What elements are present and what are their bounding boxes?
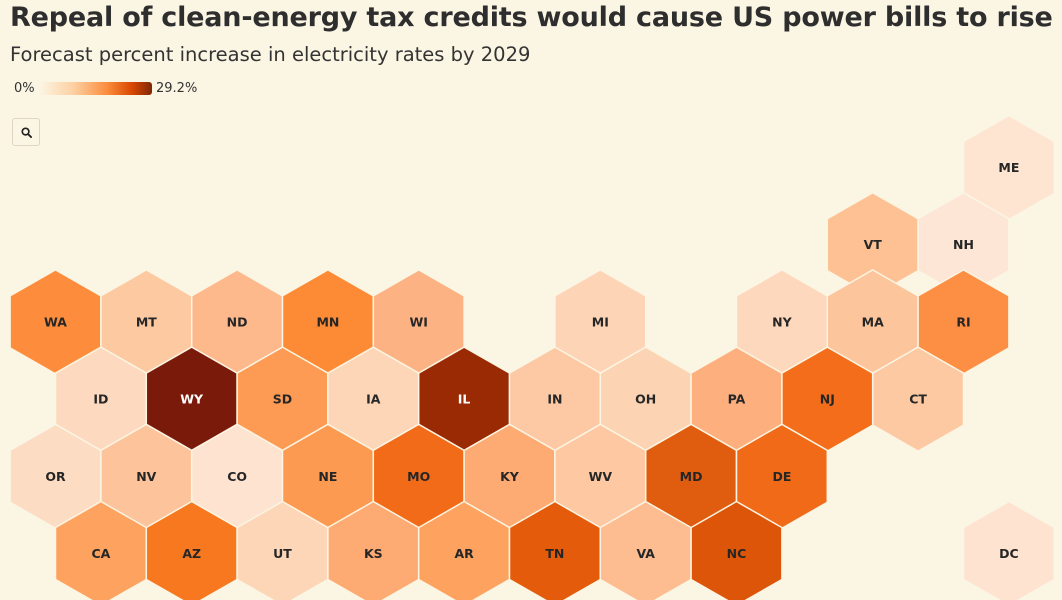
hex-tile[interactable] [962, 500, 1056, 600]
legend-min-label: 0% [14, 81, 35, 96]
hex-state-me[interactable]: ME [962, 114, 1056, 221]
hex-state-label: OR [45, 469, 66, 484]
legend-gradient-bar [40, 82, 152, 95]
hex-state-label: MI [592, 314, 609, 329]
hex-state-dc[interactable]: DC [962, 500, 1056, 600]
hex-state-label: NV [136, 469, 156, 484]
page-title: Repeal of clean-energy tax credits would… [10, 2, 1053, 33]
hex-state-label: DE [772, 469, 791, 484]
hex-state-mt[interactable]: MT [100, 269, 193, 375]
hex-state-label: MA [862, 314, 884, 329]
hex-state-label: MT [136, 314, 157, 329]
hex-state-mi[interactable]: MI [554, 269, 647, 375]
hex-state-label: NJ [820, 392, 835, 407]
hex-state-label: WY [180, 392, 204, 407]
hex-state-label: KS [364, 546, 383, 561]
hex-state-label: MN [316, 314, 339, 329]
hex-state-label: PA [728, 392, 746, 407]
hex-state-label: DC [999, 546, 1019, 561]
hex-state-label: NH [953, 237, 974, 252]
hex-state-label: ME [998, 160, 1019, 175]
hex-state-label: IL [458, 392, 471, 407]
search-icon [20, 126, 32, 138]
hex-state-label: VA [636, 546, 655, 561]
hex-state-label: IA [366, 392, 381, 407]
hex-state-label: RI [956, 314, 970, 329]
hex-state-wv[interactable]: WV [554, 423, 647, 530]
hex-state-nc[interactable]: NC [690, 500, 783, 600]
legend-max-label: 29.2% [156, 81, 198, 96]
hex-state-label: MO [407, 469, 430, 484]
hex-state-label: TN [545, 546, 564, 561]
hex-state-label: KY [500, 469, 520, 484]
hex-state-label: AR [454, 546, 474, 561]
hex-state-label: CT [909, 392, 927, 407]
hex-tile[interactable] [690, 500, 783, 600]
hex-state-label: CA [91, 546, 110, 561]
hex-state-label: NE [318, 469, 337, 484]
hex-state-label: WI [409, 314, 427, 329]
page-subtitle: Forecast percent increase in electricity… [10, 43, 531, 66]
hex-state-label: NC [727, 546, 747, 561]
hex-state-nv[interactable]: NV [100, 423, 193, 530]
hex-state-label: AZ [182, 546, 201, 561]
hex-state-label: OH [635, 392, 656, 407]
hex-state-label: WA [44, 314, 67, 329]
hex-state-label: CO [227, 469, 247, 484]
hex-state-tn[interactable]: TN [508, 500, 602, 600]
hex-state-label: ID [93, 392, 108, 407]
hex-state-label: NY [772, 314, 792, 329]
hex-state-label: UT [273, 546, 292, 561]
hex-state-ct[interactable]: CT [871, 346, 965, 452]
hex-state-label: IN [547, 392, 562, 407]
hex-state-mo[interactable]: MO [372, 423, 465, 530]
hex-state-label: ND [227, 314, 248, 329]
hex-state-wi[interactable]: WI [372, 269, 465, 375]
hex-tile[interactable] [871, 346, 965, 452]
zoom-button[interactable] [12, 118, 40, 146]
hex-state-ky[interactable]: KY [463, 423, 556, 530]
hex-state-label: MD [680, 469, 703, 484]
hex-state-label: WV [589, 469, 613, 484]
hex-state-label: SD [273, 392, 292, 407]
hex-state-label: VT [864, 237, 883, 252]
